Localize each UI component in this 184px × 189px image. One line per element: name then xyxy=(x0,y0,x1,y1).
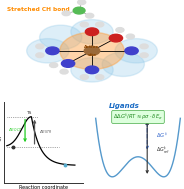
Text: Stretched CH bond: Stretched CH bond xyxy=(7,7,70,12)
Text: $\Delta\Delta G^{\ddagger}/RT \approx \rho\sigma \cdot \delta E_{\sigma}$: $\Delta\Delta G^{\ddagger}/RT \approx \r… xyxy=(113,112,163,122)
Circle shape xyxy=(84,46,100,55)
Circle shape xyxy=(125,47,138,55)
Circle shape xyxy=(109,34,123,42)
Text: $\Delta E_{OCT}$: $\Delta E_{OCT}$ xyxy=(8,126,22,134)
Circle shape xyxy=(46,47,59,55)
Circle shape xyxy=(140,44,148,49)
Circle shape xyxy=(116,28,124,32)
X-axis label: Reaction coordinate: Reaction coordinate xyxy=(19,185,68,189)
Circle shape xyxy=(36,44,44,49)
Circle shape xyxy=(85,28,99,36)
Circle shape xyxy=(61,60,75,67)
Circle shape xyxy=(115,39,157,63)
Circle shape xyxy=(126,34,134,39)
Circle shape xyxy=(80,75,88,79)
Circle shape xyxy=(40,25,82,50)
Circle shape xyxy=(36,53,44,58)
Circle shape xyxy=(50,63,58,67)
Text: $\Delta G^{\ddagger}_{ref}$: $\Delta G^{\ddagger}_{ref}$ xyxy=(156,145,171,156)
Text: Ligands: Ligands xyxy=(109,103,140,109)
Text: site: site xyxy=(87,53,97,57)
Circle shape xyxy=(80,22,88,27)
Text: Active: Active xyxy=(84,45,100,49)
Circle shape xyxy=(60,32,124,69)
Circle shape xyxy=(96,75,104,79)
Text: TS: TS xyxy=(26,111,31,115)
Circle shape xyxy=(73,7,85,14)
Circle shape xyxy=(62,11,70,16)
Circle shape xyxy=(96,22,104,27)
Y-axis label: Energy: Energy xyxy=(0,134,2,151)
Text: $\Delta G^{\ddagger}$: $\Delta G^{\ddagger}$ xyxy=(156,131,168,140)
Circle shape xyxy=(27,39,69,63)
Circle shape xyxy=(71,58,113,82)
Circle shape xyxy=(60,69,68,74)
Circle shape xyxy=(85,66,99,74)
Text: $\Delta E_{STR}$: $\Delta E_{STR}$ xyxy=(39,128,52,136)
Circle shape xyxy=(86,13,94,18)
Circle shape xyxy=(102,52,144,76)
Circle shape xyxy=(140,53,148,58)
Circle shape xyxy=(71,20,113,44)
Circle shape xyxy=(78,0,86,5)
